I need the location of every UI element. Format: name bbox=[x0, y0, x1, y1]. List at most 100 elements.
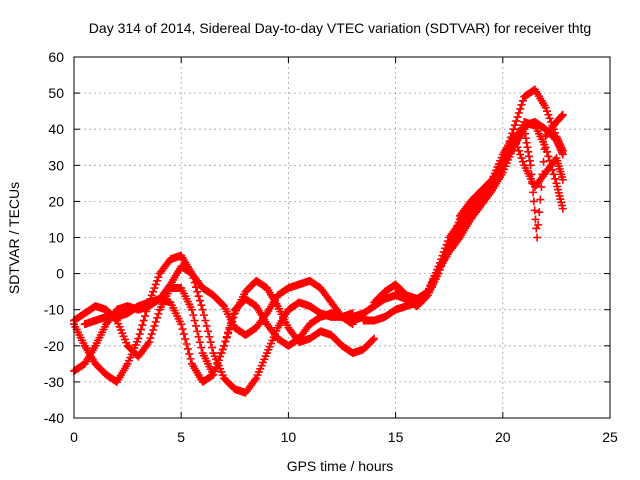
data-point bbox=[525, 152, 534, 161]
data-point bbox=[177, 320, 186, 329]
data-point bbox=[216, 352, 225, 361]
x-tick-label: 25 bbox=[602, 429, 618, 445]
data-point bbox=[213, 359, 222, 368]
data-point bbox=[137, 325, 145, 334]
data-point bbox=[151, 317, 160, 326]
data-point bbox=[370, 334, 379, 343]
data-point bbox=[522, 138, 531, 147]
data-point bbox=[205, 332, 214, 341]
data-point bbox=[368, 335, 377, 344]
data-point bbox=[225, 325, 234, 334]
data-point bbox=[530, 206, 539, 215]
y-tick-label: 0 bbox=[56, 266, 64, 282]
data-point bbox=[197, 343, 206, 352]
data-point bbox=[514, 108, 523, 117]
data-point bbox=[524, 147, 533, 156]
data-point bbox=[195, 296, 204, 305]
data-point bbox=[553, 137, 562, 146]
data-point bbox=[212, 363, 221, 372]
data-point bbox=[210, 367, 219, 376]
data-point bbox=[517, 154, 526, 163]
data-point bbox=[218, 300, 227, 309]
data-point bbox=[187, 305, 196, 314]
data-point bbox=[153, 276, 162, 285]
data-point bbox=[198, 305, 207, 314]
data-point bbox=[534, 220, 543, 229]
data-point bbox=[547, 161, 556, 170]
data-point bbox=[178, 325, 187, 334]
series-track-9 bbox=[455, 117, 567, 220]
data-point bbox=[189, 311, 198, 320]
data-point bbox=[512, 117, 521, 126]
data-point bbox=[548, 165, 557, 174]
data-point bbox=[204, 327, 212, 336]
data-point bbox=[190, 316, 199, 325]
y-tick-label: 20 bbox=[48, 193, 64, 209]
data-point bbox=[510, 121, 519, 130]
data-point bbox=[541, 103, 550, 112]
data-point bbox=[558, 150, 567, 159]
data-point bbox=[544, 110, 553, 119]
data-point bbox=[199, 311, 208, 320]
data-point bbox=[497, 163, 506, 172]
data-point bbox=[154, 309, 163, 318]
data-point bbox=[532, 224, 541, 233]
chart-title: Day 314 of 2014, Sidereal Day-to-day VTE… bbox=[89, 20, 591, 36]
data-point bbox=[521, 129, 530, 138]
data-point bbox=[554, 141, 563, 150]
data-point bbox=[150, 284, 159, 293]
data-point bbox=[141, 312, 150, 321]
data-point bbox=[544, 152, 553, 161]
data-point bbox=[454, 235, 463, 244]
data-point bbox=[220, 341, 229, 350]
data-point bbox=[516, 104, 525, 113]
data-point bbox=[145, 338, 154, 347]
data-point bbox=[539, 157, 548, 166]
data-point bbox=[543, 147, 552, 156]
data-point bbox=[217, 349, 226, 358]
data-point bbox=[509, 125, 518, 134]
data-point bbox=[523, 143, 532, 152]
data-point bbox=[486, 188, 495, 197]
data-point bbox=[209, 370, 218, 379]
data-point bbox=[179, 330, 188, 339]
data-point bbox=[518, 157, 527, 166]
data-point bbox=[149, 287, 158, 296]
data-point bbox=[191, 321, 200, 330]
data-point bbox=[514, 146, 523, 155]
y-tick-label: -30 bbox=[44, 374, 64, 390]
y-tick-label: -20 bbox=[44, 338, 64, 354]
data-point bbox=[525, 156, 534, 165]
data-point bbox=[197, 301, 206, 310]
data-point bbox=[531, 215, 540, 224]
data-point bbox=[202, 321, 211, 330]
data-point bbox=[250, 376, 259, 385]
data-point bbox=[518, 96, 527, 105]
data-point bbox=[527, 170, 536, 179]
x-tick-label: 10 bbox=[281, 429, 297, 445]
data-point bbox=[537, 182, 546, 191]
axis-ticks: 0 5 10 15 20 25 -40 -30 -20 -10 0 10 20 30 40 50 60 bbox=[44, 49, 618, 445]
data-point bbox=[551, 174, 560, 183]
data-point bbox=[143, 339, 152, 348]
data-point bbox=[186, 354, 195, 363]
data-point bbox=[541, 143, 550, 152]
y-tick-label: 60 bbox=[48, 49, 64, 65]
data-point bbox=[191, 283, 200, 292]
x-tick-label: 0 bbox=[70, 429, 78, 445]
data-point bbox=[193, 287, 202, 296]
x-tick-label: 20 bbox=[495, 429, 511, 445]
data-point bbox=[185, 349, 194, 358]
series-track-4 bbox=[80, 276, 379, 386]
data-point bbox=[557, 146, 566, 155]
data-point bbox=[195, 338, 204, 347]
data-point bbox=[193, 327, 202, 336]
data-point bbox=[149, 326, 158, 335]
data-point bbox=[509, 132, 518, 141]
data-point bbox=[138, 321, 147, 330]
data-point bbox=[557, 112, 566, 121]
data-point bbox=[208, 343, 217, 352]
data-point bbox=[150, 321, 159, 330]
data-point bbox=[526, 161, 535, 170]
